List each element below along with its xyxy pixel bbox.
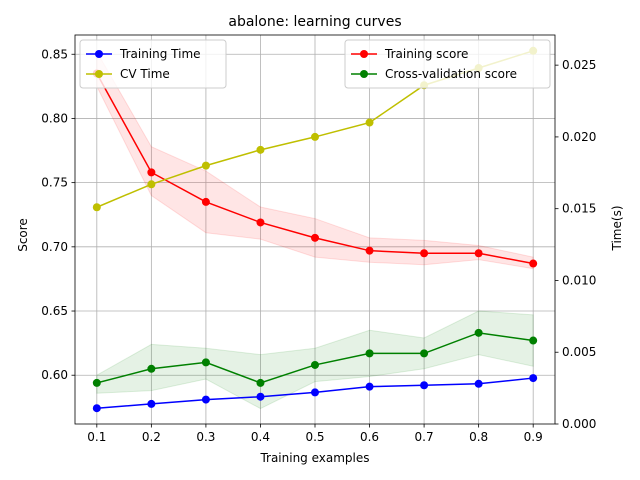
score-series-1-point — [92, 378, 101, 387]
confidence-band-1 — [96, 310, 534, 410]
score-series-0-point — [474, 249, 483, 258]
x-tick-label: 0.2 — [142, 430, 161, 444]
y-axis-label: Score — [16, 218, 30, 252]
x-axis-label: Training examples — [259, 451, 369, 465]
score-series-1-point — [201, 358, 210, 367]
time-series-1-point — [147, 180, 156, 189]
y2-tick-label: 0.015 — [562, 202, 596, 216]
y-tick-label: 0.70 — [41, 240, 68, 254]
score-series-0-point — [256, 218, 265, 227]
axes: 0.1 0.2 0.3 0.4 0.5 0.6 0.7 0.8 0.9 0.60 0.65 0.70 0… — [41, 34, 596, 444]
y2-axis-label: Time(s) — [610, 206, 624, 252]
time-series-0-point — [311, 388, 319, 397]
time-series-0-point — [420, 381, 429, 390]
time-series-1-point — [92, 203, 101, 212]
grid — [75, 35, 555, 424]
score-series-1-point — [256, 378, 265, 387]
y-tick-label: 0.60 — [41, 368, 68, 382]
time-series-0-point — [92, 404, 101, 413]
x-tick-label: 0.7 — [415, 430, 434, 444]
time-series-1-point — [365, 118, 374, 127]
time-series-0-point — [474, 379, 483, 388]
y2-tick-label: 0.020 — [562, 130, 596, 144]
y2-tick-label: 0.010 — [562, 273, 596, 287]
score-series-1-point — [365, 349, 374, 358]
y2-tick-label: 0.005 — [562, 345, 596, 359]
legend-right-label: Training score — [384, 47, 468, 61]
time-series-0-point — [147, 399, 156, 408]
x-tick-label: 0.6 — [360, 430, 379, 444]
score-series-1-point — [420, 349, 429, 358]
chart-title: abalone: learning curves — [228, 14, 401, 30]
x-tick-label: 0.1 — [87, 430, 106, 444]
legend-right-box — [344, 39, 551, 89]
time-series-0-point — [201, 395, 210, 404]
x-tick-label: 0.5 — [305, 430, 324, 444]
x-tick-label: 0.9 — [524, 430, 543, 444]
y2-tick-label: 0.025 — [562, 58, 596, 72]
legend-left-marker — [95, 70, 103, 78]
x-tick-label: 0.3 — [196, 430, 215, 444]
score-series-1-point — [474, 328, 483, 337]
y-tick-label: 0.75 — [41, 176, 68, 190]
score-series-1-point — [147, 364, 156, 373]
legends: Training Time CV Time Training score Cross-… — [79, 39, 551, 89]
time-series-0-point — [529, 374, 538, 383]
confidence-bands — [96, 49, 534, 410]
score-series-0-point — [201, 197, 210, 206]
series-lines — [92, 46, 538, 413]
x-tick-label: 0.4 — [251, 430, 270, 444]
score-series-1-point — [529, 336, 538, 345]
time-series-0-point — [256, 392, 265, 401]
legend-left-label: CV Time — [120, 67, 170, 81]
time-series-1-point — [311, 132, 319, 141]
x-tick-label: 0.8 — [469, 430, 488, 444]
y-tick-label: 0.80 — [41, 111, 68, 125]
legend-left-marker — [95, 50, 103, 58]
legend-right-marker — [360, 50, 368, 58]
score-series-1-point — [311, 360, 319, 369]
score-series-0-point — [420, 249, 429, 258]
y-tick-label: 0.85 — [41, 47, 68, 61]
legend-right-marker — [360, 70, 368, 78]
y-tick-label: 0.65 — [41, 304, 68, 318]
score-series-0-point — [311, 233, 319, 242]
confidence-band-0 — [96, 49, 534, 270]
score-series-0-point — [365, 246, 374, 255]
time-series-1-point — [201, 161, 210, 170]
legend-left-box — [79, 39, 227, 89]
time-series-1-point — [256, 145, 265, 154]
score-series-0-point — [147, 168, 156, 177]
y2-tick-label: 0.000 — [562, 417, 596, 431]
legend-left-label: Training Time — [119, 47, 201, 61]
time-series-0-point — [365, 382, 374, 391]
score-series-0-point — [529, 259, 538, 268]
legend-right-label: Cross-validation score — [385, 67, 517, 81]
